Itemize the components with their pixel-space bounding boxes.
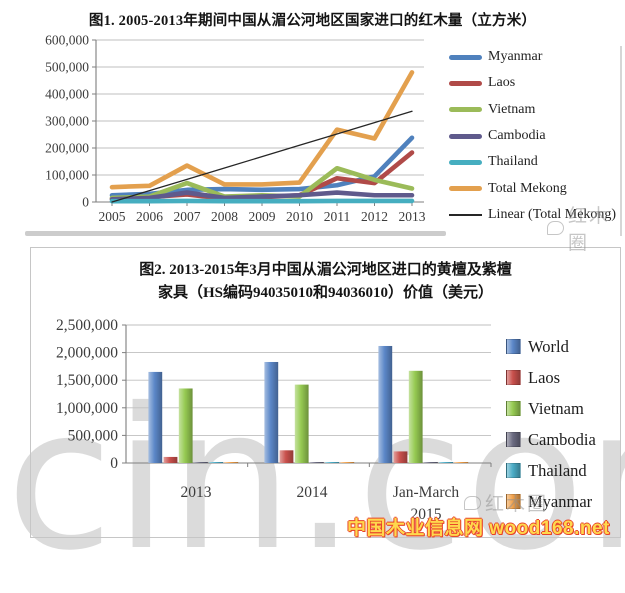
chart2-ytick-label: 0: [110, 455, 118, 472]
chart2-ytick-label: 2,000,000: [56, 345, 118, 362]
chart1-xtick-label: 2006: [136, 209, 163, 224]
chart1-ytick-label: 100,000: [45, 168, 89, 183]
legend-label: Vietnam: [528, 399, 584, 419]
chart1-legend-item-thailand: Thailand: [449, 149, 616, 175]
chart1-xtick-label: 2005: [99, 209, 126, 224]
legend-label: Cambodia: [488, 128, 546, 144]
chart2-bar-myanmar-2013: [224, 462, 238, 463]
chart2-ytick-label: 500,000: [68, 427, 119, 444]
legend-line-marker: [449, 214, 482, 216]
legend-line-marker: [449, 134, 482, 139]
chart2-bar-cambodia-Jan-March: [424, 462, 438, 463]
chart2-legend-item-world: World: [506, 331, 596, 362]
chart1-legend-item-cambodia: Cambodia: [449, 123, 616, 149]
chart2-bar-laos-2014: [280, 450, 294, 463]
chart1-xtick-label: 2008: [211, 209, 238, 224]
chart2-bar-world-Jan-March: [378, 346, 392, 463]
redwood-stamp-watermark: 红木圈: [464, 489, 548, 516]
chat-bubble-icon: [464, 496, 481, 510]
chart2-bar-thailand-2013: [209, 462, 223, 463]
chart1-legend-item-total-mekong: Total Mekong: [449, 175, 616, 201]
chart2-xtick-label: 2013: [181, 484, 212, 501]
chart2-xtick-label: Jan-March: [393, 484, 460, 501]
chat-bubble-icon: [547, 221, 564, 235]
legend-swatch: [506, 432, 521, 447]
legend-line-marker: [449, 107, 482, 112]
chart2-bar-cambodia-2013: [194, 462, 208, 463]
legend-label: Laos: [488, 75, 515, 91]
chart1-xtick-label: 2010: [286, 209, 313, 224]
chart1-ytick-label: 600,000: [45, 33, 89, 48]
chart2-legend-item-laos: Laos: [506, 362, 596, 393]
legend-label: World: [528, 337, 569, 357]
legend-label: Laos: [528, 368, 560, 388]
chart2-bar-vietnam-2014: [295, 385, 309, 463]
legend-swatch: [506, 370, 521, 385]
legend-label: Total Mekong: [488, 181, 567, 197]
chart2-legend-item-cambodia: Cambodia: [506, 424, 596, 455]
legend-label: Thailand: [488, 154, 538, 170]
chart2-bar-laos-Jan-March: [394, 451, 408, 463]
chart2-bar-vietnam-2013: [179, 388, 193, 463]
chart1-bottom-edge: [25, 231, 446, 236]
chart2-bar-thailand-2014: [325, 462, 339, 463]
stamp-label: 红木圈: [568, 201, 625, 255]
chart1-legend-item-laos: Laos: [449, 70, 616, 96]
legend-line-marker: [449, 160, 482, 165]
chart2-bar-vietnam-Jan-March: [409, 371, 423, 463]
chart1-ytick-label: 500,000: [45, 60, 89, 75]
chart1-ytick-label: 300,000: [45, 114, 89, 129]
chart1-ytick-label: 0: [82, 195, 89, 210]
chart2-bar-myanmar-Jan-March: [454, 462, 468, 463]
legend-swatch: [506, 339, 521, 354]
chart2-ytick-label: 1,000,000: [56, 400, 118, 417]
chart2-legend-item-vietnam: Vietnam: [506, 393, 596, 424]
legend-line-marker: [449, 81, 482, 86]
legend-label: Cambodia: [528, 430, 596, 450]
legend-swatch: [506, 463, 521, 478]
chart1-series-total-mekong: [112, 72, 412, 187]
chart2-bars: [148, 346, 468, 463]
chart2-bar-thailand-Jan-March: [439, 462, 453, 463]
chart2-legend-item-thailand: Thailand: [506, 455, 596, 486]
chart1-legend-item-vietnam: Vietnam: [449, 97, 616, 123]
page: cin.com 图1. 2005-2013年期间中国从湄公河地区国家进口的红木量…: [0, 0, 625, 544]
chart2-bar-cambodia-2014: [310, 462, 324, 463]
legend-swatch: [506, 401, 521, 416]
chart2-xtick-label: 2014: [297, 484, 328, 501]
chart2-ytick-label: 2,500,000: [56, 317, 118, 334]
chart1-xtick-label: 2012: [361, 209, 388, 224]
chart2-bar-myanmar-2014: [340, 462, 354, 463]
chart2-ytick-label: 1,500,000: [56, 372, 118, 389]
legend-label: Thailand: [528, 461, 587, 481]
legend-line-marker: [449, 186, 482, 191]
chart1-ytick-label: 400,000: [45, 87, 89, 102]
chart2-bar-world-2013: [148, 372, 162, 463]
chart1-legend-item-myanmar: Myanmar: [449, 44, 616, 70]
chart1-ytick-label: 200,000: [45, 141, 89, 156]
chart1-xtick-label: 2009: [249, 209, 276, 224]
chart2-bar-laos-2013: [164, 457, 178, 463]
legend-label: Myanmar: [488, 49, 542, 65]
legend-label: Vietnam: [488, 102, 535, 118]
chart1-xtick-label: 2011: [324, 209, 351, 224]
chart1-xtick-label: 2007: [174, 209, 201, 224]
stamp-label: 红木圈: [485, 489, 548, 516]
chart1-x-axis: 2005 2006 2007 2008 2009 2010 2011 2012 2013: [99, 202, 426, 224]
chart2-bar-world-2014: [264, 362, 278, 463]
chart1-xtick-label: 2013: [399, 209, 426, 224]
legend-line-marker: [449, 55, 482, 60]
footer-watermark: 中国木业信息网 wood168.net: [347, 513, 610, 540]
redwood-stamp-watermark: 红木圈: [547, 201, 625, 255]
